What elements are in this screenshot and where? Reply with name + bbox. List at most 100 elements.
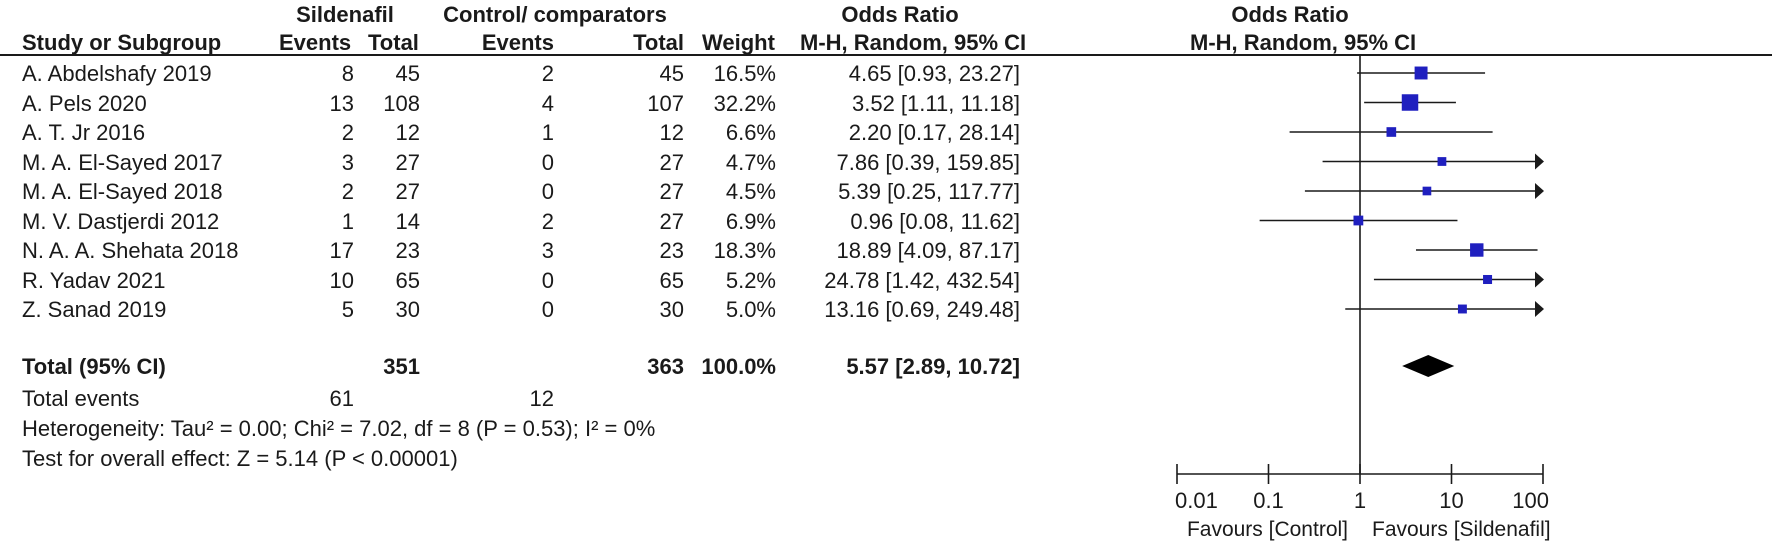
events2-cell: 0 [541, 179, 554, 204]
total-weight: 100.0% [701, 354, 776, 379]
total1-value: 351 [383, 354, 420, 379]
total2-cell: 65 [659, 267, 684, 293]
events1-cell: 3 [341, 149, 354, 175]
arrow-icon [1535, 271, 1544, 288]
overall-effect-text: Test for overall effect: Z = 5.14 (P < 0… [22, 446, 458, 471]
total2-header: Total [633, 30, 684, 55]
total1-cell: 12 [395, 120, 420, 145]
point-marker [1470, 243, 1484, 257]
or-text-title: Odds Ratio [841, 2, 959, 27]
events1-header: Events [279, 30, 352, 55]
or-plot-title: Odds Ratio [1231, 2, 1349, 27]
point-marker [1414, 66, 1428, 80]
total1-cell: 45 [395, 61, 420, 86]
group1-header: Sildenafil [296, 2, 394, 27]
weight-cell: 16.5% [713, 61, 776, 86]
ci-cell: 18.89 [4.09, 87.17] [836, 238, 1021, 263]
events2-cell: 2 [541, 61, 554, 86]
point-marker [1401, 94, 1419, 111]
point-marker [1457, 304, 1467, 314]
total1-cell: 23 [395, 238, 420, 263]
weight-cell: 18.3% [713, 238, 776, 263]
events1-cell: 2 [341, 120, 354, 145]
tick-label: 0.01 [1175, 488, 1218, 513]
events2-cell: 1 [541, 120, 554, 145]
ci-cell: 13.16 [0.69, 249.48] [824, 297, 1020, 322]
total2-cell: 27 [659, 179, 684, 204]
total1-cell: 27 [395, 179, 420, 204]
total1-cell: 108 [383, 90, 420, 116]
total2-cell: 45 [659, 61, 684, 86]
study-name: R. Yadav 2021 [22, 267, 166, 293]
events1-cell: 13 [329, 90, 354, 116]
ci-cell: 2.20 [0.17, 28.14] [848, 120, 1020, 145]
events2-cell: 4 [541, 90, 554, 116]
method-text-header: M-H, Random, 95% CI [800, 30, 1027, 55]
events2-cell: 3 [541, 238, 554, 263]
weight-cell: 4.5% [725, 179, 776, 204]
events2-cell: 0 [541, 267, 554, 293]
pooled-diamond [1402, 355, 1455, 377]
ci-cell: 24.78 [1.42, 432.54] [824, 267, 1020, 293]
total-label: Total (95% CI) [22, 354, 166, 379]
events2-header: Events [481, 30, 554, 55]
total-ci: 5.57 [2.89, 10.72] [846, 354, 1020, 379]
events1-cell: 1 [341, 208, 354, 234]
study-name: A. T. Jr 2016 [22, 120, 146, 145]
study-name: A. Pels 2020 [22, 90, 147, 116]
favours-control-label: Favours [Control] [1187, 518, 1348, 541]
total1-cell: 65 [395, 267, 420, 293]
study-name: M. A. El-Sayed 2018 [22, 179, 223, 204]
weight-cell: 5.0% [725, 297, 776, 322]
study-name: A. Abdelshafy 2019 [22, 61, 212, 86]
point-marker [1437, 157, 1447, 166]
arrow-icon [1535, 301, 1544, 317]
events2-total: 12 [529, 386, 554, 411]
total1-cell: 27 [395, 149, 420, 175]
ci-cell: 4.65 [0.93, 23.27] [848, 61, 1020, 86]
events-label: Total events [22, 386, 140, 411]
events2-cell: 0 [541, 297, 554, 322]
point-marker [1483, 274, 1493, 285]
header-rule [0, 54, 1772, 56]
weight-header: Weight [702, 30, 775, 55]
events1-cell: 17 [329, 238, 354, 263]
point-marker [1422, 186, 1432, 196]
group2-header: Control/ comparators [443, 2, 667, 27]
total2-value: 363 [647, 354, 684, 379]
favours-sildenafil-label: Favours [Sildenafil] [1372, 518, 1551, 541]
ci-cell: 0.96 [0.08, 11.62] [850, 208, 1020, 234]
total2-cell: 27 [659, 208, 684, 234]
arrow-icon [1535, 153, 1544, 170]
events2-cell: 0 [541, 149, 554, 175]
weight-cell: 32.2% [713, 90, 776, 116]
tick-label: 100 [1512, 488, 1549, 513]
arrow-icon [1535, 183, 1544, 199]
point-marker [1386, 127, 1397, 137]
study-header: Study or Subgroup [22, 30, 222, 55]
study-name: M. V. Dastjerdi 2012 [22, 208, 220, 234]
events1-cell: 8 [341, 61, 354, 86]
tick-label: 1 [1354, 488, 1366, 513]
tick-label: 0.1 [1253, 488, 1284, 513]
study-name: N. A. A. Shehata 2018 [22, 238, 239, 263]
total1-cell: 14 [395, 208, 420, 234]
total1-cell: 30 [395, 297, 420, 322]
total2-cell: 30 [659, 297, 684, 322]
events1-cell: 10 [329, 267, 354, 293]
tick-label: 10 [1439, 488, 1463, 513]
weight-cell: 6.6% [725, 120, 776, 145]
weight-cell: 5.2% [725, 267, 776, 293]
total2-cell: 27 [659, 149, 684, 175]
weight-cell: 6.9% [725, 208, 776, 234]
ci-cell: 5.39 [0.25, 117.77] [838, 179, 1020, 204]
study-name: M. A. El-Sayed 2017 [22, 149, 223, 175]
forest-plot: 0.01 0.1 1 10 100 Favours [Control] Favours [S… [1175, 55, 1551, 541]
total1-header: Total [368, 30, 419, 55]
total2-cell: 23 [659, 238, 684, 263]
method-plot-header: M-H, Random, 95% CI [1190, 30, 1417, 55]
events2-cell: 2 [541, 208, 554, 234]
study-name: Z. Sanad 2019 [22, 297, 167, 322]
heterogeneity-text: Heterogeneity: Tau² = 0.00; Chi² = 7.02,… [22, 416, 656, 441]
weight-cell: 4.7% [725, 149, 776, 175]
